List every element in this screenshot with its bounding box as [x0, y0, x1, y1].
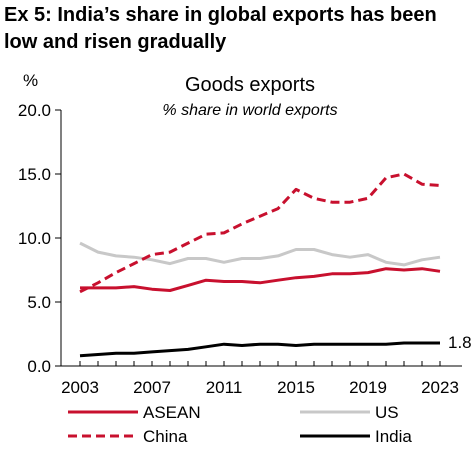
series-line-us: [79, 241, 441, 267]
x-tick-label: 2007: [133, 378, 171, 397]
series-line-asean: [80, 267, 441, 292]
legend-label-china: China: [143, 427, 188, 446]
y-tick-label: 5.0: [27, 293, 51, 312]
x-tick-label: 2015: [277, 378, 315, 397]
x-tick-label: 2019: [349, 378, 387, 397]
y-axis-unit: %: [23, 71, 38, 90]
chart-title: Goods exports: [185, 74, 315, 96]
y-tick-label: 10.0: [18, 229, 51, 248]
legend-label-india: India: [375, 427, 412, 446]
india-end-label: 1.8: [448, 333, 472, 352]
y-tick-label: 15.0: [18, 165, 51, 184]
y-tick-label: 20.0: [18, 101, 51, 120]
x-tick-label: 2003: [61, 378, 99, 397]
x-tick-label: 2023: [421, 378, 459, 397]
page-title: Ex 5: India’s share in global exports ha…: [4, 4, 437, 53]
x-tick-label: 2011: [206, 378, 243, 397]
y-tick-label: 0.0: [27, 357, 51, 376]
chart-subtitle: % share in world exports: [162, 102, 337, 119]
series-line-india: [79, 341, 440, 358]
legend-label-us: US: [375, 403, 399, 422]
series-line-china: [79, 172, 441, 294]
legend-label-asean: ASEAN: [143, 403, 201, 422]
